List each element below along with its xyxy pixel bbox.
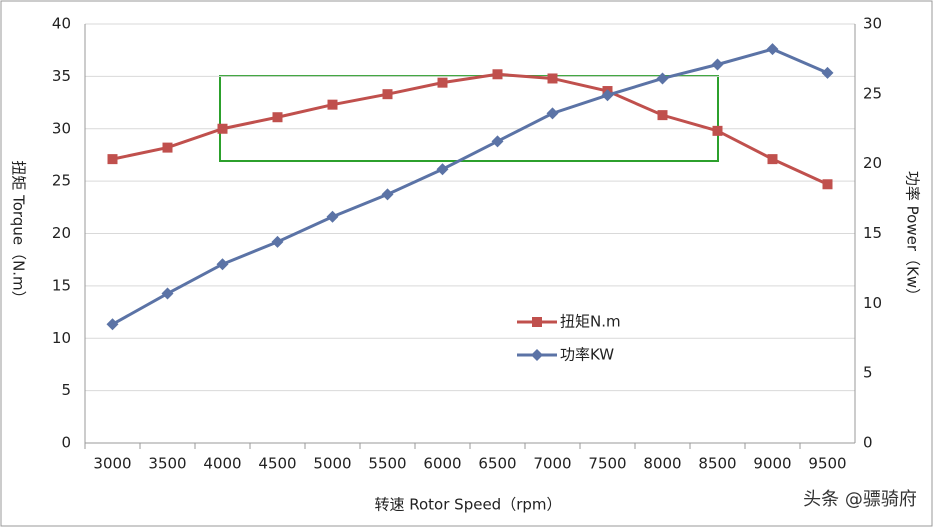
point bbox=[601, 89, 614, 102]
y-axis-label: 扭矩 Torque（N.m） bbox=[10, 160, 28, 305]
point bbox=[161, 287, 174, 300]
y-tick-label: 40 bbox=[52, 15, 71, 33]
y2-axis-label: 功率 Power（Kw） bbox=[904, 171, 922, 303]
x-axis-label: 转速 Rotor Speed（rpm） bbox=[374, 496, 561, 514]
y2-tick-label: 5 bbox=[863, 364, 873, 382]
x-tick-label: 4500 bbox=[258, 455, 296, 473]
y2-tick-label: 20 bbox=[863, 154, 882, 172]
legend-marker bbox=[532, 317, 542, 327]
y-tick-label: 0 bbox=[61, 434, 71, 452]
legend-marker bbox=[531, 349, 543, 361]
point bbox=[547, 73, 558, 84]
point bbox=[382, 89, 393, 100]
watermark: 头条 @骠骑府 bbox=[803, 489, 917, 510]
y-tick-label: 30 bbox=[52, 119, 71, 137]
y2-tick-label: 25 bbox=[863, 84, 882, 102]
x-tick-label: 6500 bbox=[478, 455, 516, 473]
x-tick-label: 4000 bbox=[203, 455, 241, 473]
point bbox=[766, 43, 779, 56]
x-tick-label: 3500 bbox=[148, 455, 186, 473]
point bbox=[107, 154, 118, 165]
x-tick-label: 3000 bbox=[93, 455, 131, 473]
y2-tick-label: 30 bbox=[863, 15, 882, 33]
x-tick-label: 8000 bbox=[643, 455, 681, 473]
y2-tick-label: 15 bbox=[863, 224, 882, 242]
y-tick-label: 10 bbox=[52, 329, 71, 347]
point bbox=[822, 179, 833, 190]
y-tick-label: 20 bbox=[52, 224, 71, 242]
x-tick-label: 7000 bbox=[533, 455, 571, 473]
point bbox=[492, 69, 503, 80]
point bbox=[711, 58, 724, 71]
x-tick-label: 7500 bbox=[588, 455, 626, 473]
point bbox=[436, 163, 449, 176]
y-tick-label: 5 bbox=[61, 381, 71, 399]
x-tick-label: 5500 bbox=[368, 455, 406, 473]
x-tick-label: 9000 bbox=[753, 455, 791, 473]
y-tick-label: 15 bbox=[52, 276, 71, 294]
point bbox=[712, 125, 723, 136]
x-tick-label: 8500 bbox=[698, 455, 736, 473]
x-tick-label: 6000 bbox=[423, 455, 461, 473]
legend-label: 功率KW bbox=[560, 346, 614, 364]
x-tick-label: 9500 bbox=[808, 455, 846, 473]
line bbox=[112, 72, 829, 186]
legend-label: 扭矩N.m bbox=[560, 313, 621, 331]
y-tick-label: 25 bbox=[52, 172, 71, 190]
point bbox=[437, 77, 448, 88]
point bbox=[821, 66, 834, 79]
point bbox=[327, 99, 338, 110]
point bbox=[491, 135, 504, 148]
point bbox=[657, 110, 668, 121]
point bbox=[326, 210, 339, 223]
point bbox=[216, 258, 229, 271]
point bbox=[381, 188, 394, 201]
point bbox=[656, 72, 669, 85]
point bbox=[162, 142, 173, 153]
point bbox=[767, 154, 778, 165]
point bbox=[272, 112, 283, 123]
point bbox=[271, 235, 284, 248]
line bbox=[111, 47, 829, 326]
y2-tick-label: 10 bbox=[863, 294, 882, 312]
x-tick-label: 5000 bbox=[313, 455, 351, 473]
point bbox=[217, 123, 228, 134]
point bbox=[546, 107, 559, 120]
point bbox=[106, 318, 119, 331]
y-tick-label: 35 bbox=[52, 67, 71, 85]
y2-tick-label: 0 bbox=[863, 434, 873, 452]
